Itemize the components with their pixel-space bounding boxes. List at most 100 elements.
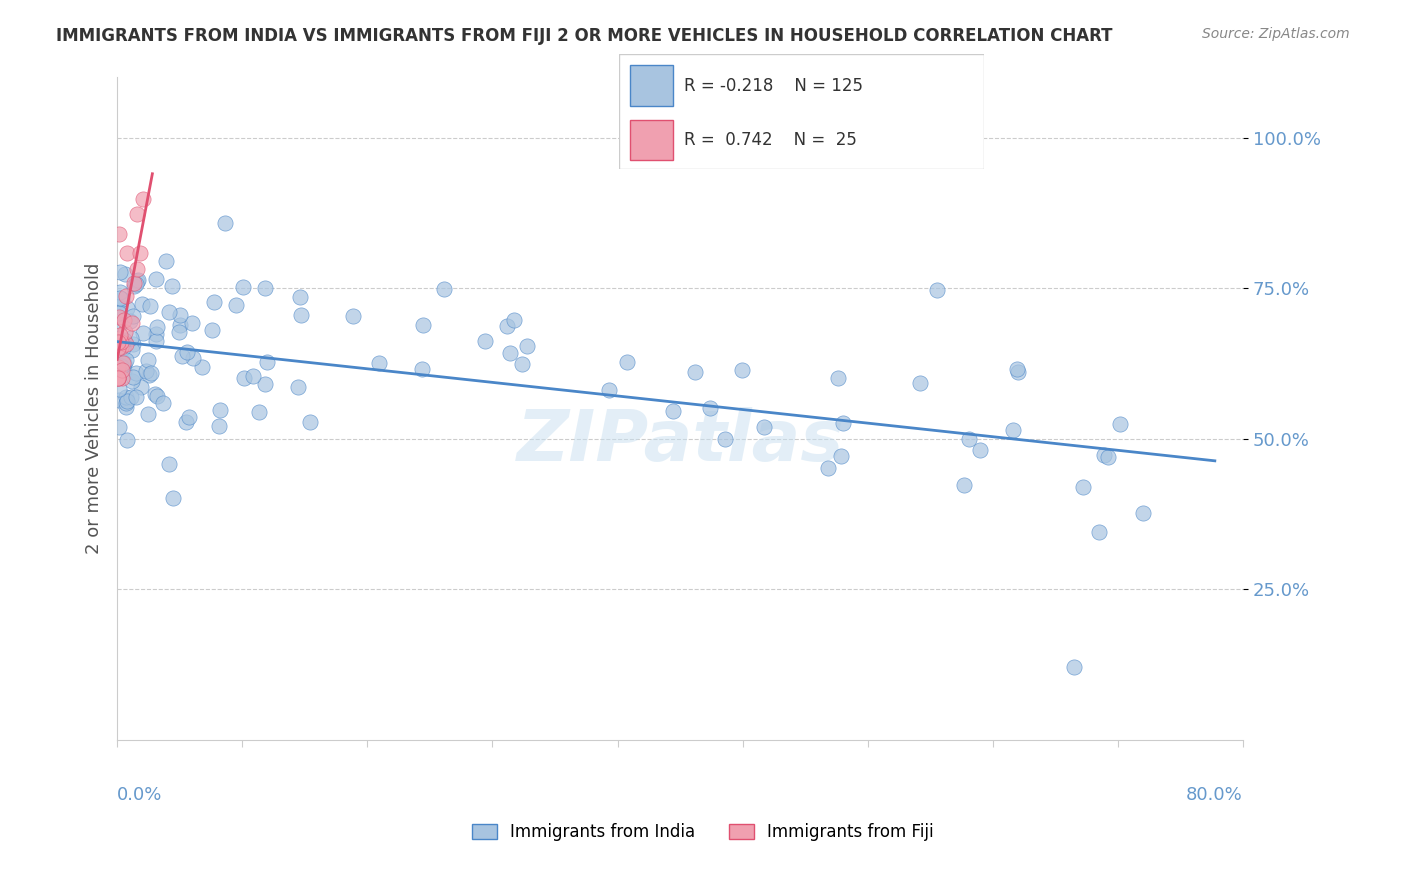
Point [108, 328, 131, 343]
Point [1108, 417, 1130, 431]
Point [1071, 480, 1094, 494]
Point [202, 295, 225, 310]
Point [138, 368, 160, 383]
Point [114, 312, 136, 326]
Point [249, 404, 271, 418]
Point [121, 317, 143, 331]
Point [120, 390, 142, 404]
Point [952, 478, 974, 492]
Point [287, 380, 309, 394]
Text: 0.0%: 0.0% [117, 786, 163, 804]
Text: IMMIGRANTS FROM INDIA VS IMMIGRANTS FROM FIJI 2 OR MORE VEHICLES IN HOUSEHOLD CO: IMMIGRANTS FROM INDIA VS IMMIGRANTS FROM… [56, 27, 1112, 45]
Point [107, 306, 129, 320]
Point [145, 334, 167, 348]
Point [499, 346, 522, 360]
Point [115, 246, 138, 260]
FancyBboxPatch shape [630, 65, 673, 106]
Point [131, 296, 153, 310]
Point [616, 355, 638, 369]
Point [136, 353, 159, 368]
Point [152, 396, 174, 410]
Point [157, 305, 180, 319]
Point [598, 383, 620, 397]
Point [110, 363, 132, 377]
Point [112, 356, 135, 370]
Point [1005, 362, 1028, 376]
Point [474, 334, 496, 349]
Point [191, 359, 214, 374]
Point [411, 362, 433, 376]
Point [110, 291, 132, 305]
Point [181, 351, 204, 365]
Point [969, 442, 991, 457]
Point [242, 369, 264, 384]
Point [661, 404, 683, 418]
Legend: Immigrants from India, Immigrants from Fiji: Immigrants from India, Immigrants from F… [465, 817, 941, 848]
Point [107, 341, 129, 355]
Point [1002, 423, 1025, 437]
Point [129, 245, 152, 260]
Text: ZIPatlas: ZIPatlas [516, 407, 844, 476]
Point [114, 390, 136, 404]
Point [290, 308, 312, 322]
Point [162, 491, 184, 506]
Point [145, 271, 167, 285]
Point [139, 299, 162, 313]
Point [730, 362, 752, 376]
Point [412, 318, 434, 332]
Point [368, 356, 391, 370]
Point [114, 401, 136, 415]
Text: R = -0.218    N = 125: R = -0.218 N = 125 [685, 77, 863, 95]
Point [214, 216, 236, 230]
Point [201, 323, 224, 337]
Point [107, 227, 129, 241]
Point [121, 369, 143, 384]
Point [117, 433, 139, 447]
Point [139, 366, 162, 380]
Point [129, 379, 152, 393]
Point [120, 330, 142, 344]
Point [110, 285, 132, 299]
Point [145, 326, 167, 341]
Point [122, 310, 145, 324]
Point [830, 449, 852, 463]
Point [125, 207, 148, 221]
Point [342, 310, 364, 324]
Point [1007, 365, 1029, 379]
Point [683, 365, 706, 379]
Point [107, 359, 129, 374]
Point [121, 337, 143, 351]
Point [114, 326, 136, 340]
Point [125, 277, 148, 292]
Point [177, 410, 200, 425]
Point [146, 319, 169, 334]
Point [145, 389, 167, 403]
Point [110, 292, 132, 306]
Point [122, 278, 145, 293]
Point [831, 416, 853, 430]
Point [817, 461, 839, 475]
Point [125, 390, 148, 404]
Point [122, 277, 145, 291]
Point [107, 382, 129, 396]
Point [172, 349, 194, 363]
Point [110, 340, 132, 354]
Text: R =  0.742    N =  25: R = 0.742 N = 25 [685, 131, 858, 150]
Point [127, 273, 149, 287]
Point [107, 371, 129, 385]
Point [110, 334, 132, 349]
Point [143, 387, 166, 401]
Point [1088, 525, 1111, 540]
Point [157, 457, 180, 471]
Point [925, 283, 948, 297]
Point [112, 358, 135, 372]
Point [110, 359, 132, 374]
Point [208, 402, 231, 417]
Point [232, 279, 254, 293]
Point [107, 392, 129, 407]
Point [125, 366, 148, 380]
Point [132, 326, 155, 340]
Point [169, 318, 191, 332]
Point [256, 355, 278, 369]
Point [114, 267, 136, 281]
